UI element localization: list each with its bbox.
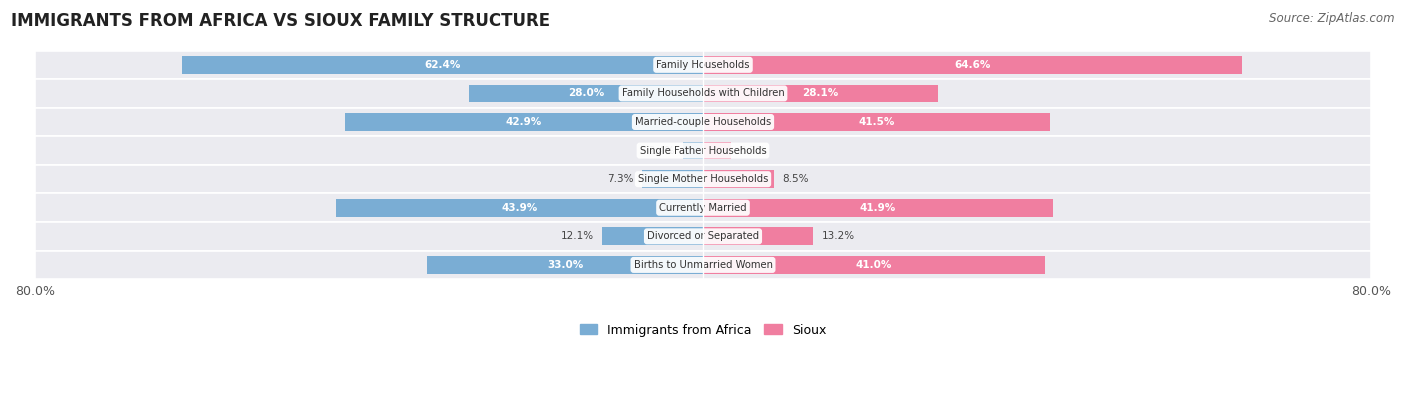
Bar	[35, 136, 1371, 165]
Text: 42.9%: 42.9%	[506, 117, 543, 127]
Bar	[427, 256, 703, 274]
Text: 28.1%: 28.1%	[803, 88, 838, 98]
Bar	[703, 199, 1053, 216]
Text: Family Households with Children: Family Households with Children	[621, 88, 785, 98]
Bar	[703, 228, 813, 245]
Text: Family Households: Family Households	[657, 60, 749, 70]
Text: 33.0%: 33.0%	[547, 260, 583, 270]
Bar	[602, 228, 703, 245]
Text: Source: ZipAtlas.com: Source: ZipAtlas.com	[1270, 12, 1395, 25]
Text: 7.3%: 7.3%	[607, 174, 634, 184]
Text: Single Mother Households: Single Mother Households	[638, 174, 768, 184]
Text: 3.3%: 3.3%	[740, 146, 765, 156]
Bar	[35, 250, 1371, 279]
Bar	[35, 165, 1371, 194]
Text: 12.1%: 12.1%	[561, 231, 593, 241]
Bar	[35, 194, 1371, 222]
Text: 13.2%: 13.2%	[821, 231, 855, 241]
Bar	[470, 85, 703, 102]
Bar	[703, 256, 1045, 274]
Bar	[35, 108, 1371, 136]
Text: 64.6%: 64.6%	[955, 60, 991, 70]
Text: 43.9%: 43.9%	[502, 203, 538, 213]
Text: Married-couple Households: Married-couple Households	[636, 117, 770, 127]
Bar	[35, 51, 1371, 79]
Text: 62.4%: 62.4%	[425, 60, 461, 70]
Bar	[703, 56, 1243, 74]
Text: 41.9%: 41.9%	[860, 203, 896, 213]
Text: Divorced or Separated: Divorced or Separated	[647, 231, 759, 241]
Bar	[35, 222, 1371, 250]
Bar	[344, 113, 703, 131]
Text: Currently Married: Currently Married	[659, 203, 747, 213]
Text: IMMIGRANTS FROM AFRICA VS SIOUX FAMILY STRUCTURE: IMMIGRANTS FROM AFRICA VS SIOUX FAMILY S…	[11, 12, 550, 30]
Text: Births to Unmarried Women: Births to Unmarried Women	[634, 260, 772, 270]
Text: 41.5%: 41.5%	[858, 117, 894, 127]
Text: 2.4%: 2.4%	[648, 146, 675, 156]
Bar	[703, 85, 938, 102]
Legend: Immigrants from Africa, Sioux: Immigrants from Africa, Sioux	[575, 318, 831, 342]
Text: 28.0%: 28.0%	[568, 88, 605, 98]
Bar	[643, 170, 703, 188]
Bar	[336, 199, 703, 216]
Bar	[181, 56, 703, 74]
Bar	[683, 142, 703, 160]
Text: Single Father Households: Single Father Households	[640, 146, 766, 156]
Bar	[35, 79, 1371, 108]
Text: 8.5%: 8.5%	[782, 174, 808, 184]
Bar	[703, 142, 731, 160]
Bar	[703, 170, 773, 188]
Text: 41.0%: 41.0%	[856, 260, 893, 270]
Bar	[703, 113, 1049, 131]
